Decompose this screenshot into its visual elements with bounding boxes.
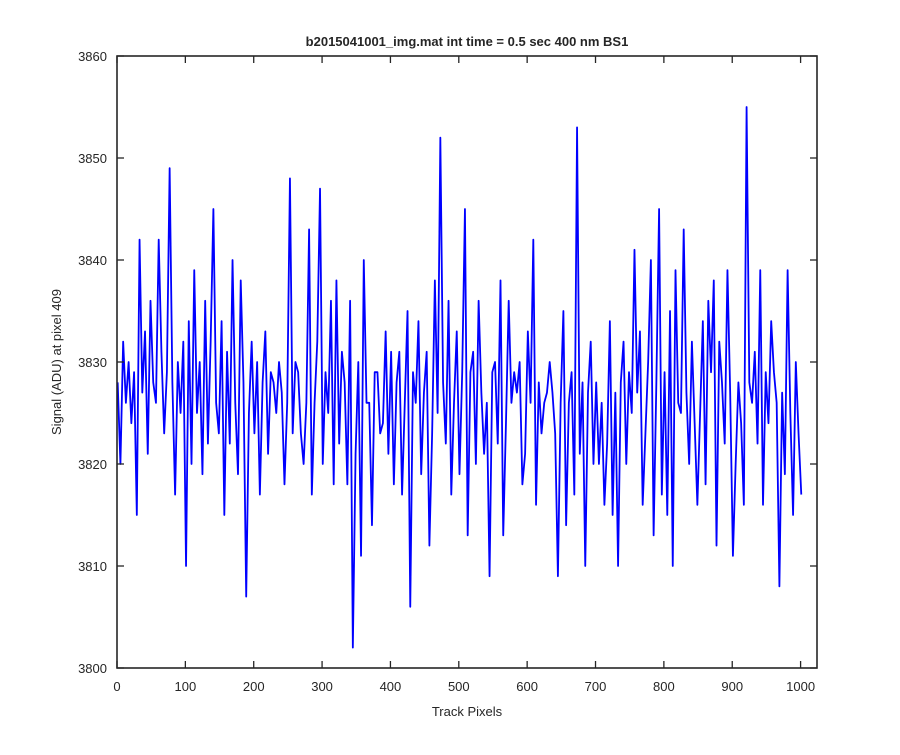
x-axis-label: Track Pixels xyxy=(432,704,503,719)
x-tick-label: 300 xyxy=(311,679,333,694)
y-tick-label: 3850 xyxy=(78,151,107,166)
x-tick-label: 200 xyxy=(243,679,265,694)
x-tick-label: 100 xyxy=(175,679,197,694)
x-tick-label: 600 xyxy=(516,679,538,694)
x-tick-label: 400 xyxy=(380,679,402,694)
y-tick-label: 3840 xyxy=(78,253,107,268)
x-tick-label: 900 xyxy=(721,679,743,694)
x-tick-label: 0 xyxy=(113,679,120,694)
x-tick-label: 1000 xyxy=(786,679,815,694)
y-axis-label: Signal (ADU) at pixel 409 xyxy=(49,289,64,435)
x-tick-label: 500 xyxy=(448,679,470,694)
signal-series-line xyxy=(116,106,803,649)
y-tick-label: 3810 xyxy=(78,559,107,574)
x-tick-label: 800 xyxy=(653,679,675,694)
x-tick-label: 700 xyxy=(585,679,607,694)
axes-box xyxy=(116,55,818,669)
y-tick-label: 3820 xyxy=(78,457,107,472)
y-tick-label: 3800 xyxy=(78,661,107,676)
chart-title: b2015041001_img.mat int time = 0.5 sec 4… xyxy=(306,34,629,49)
tick-layer: 0 100 200 300 400 500 600 700 800 900 1000 3800 3810… xyxy=(78,49,817,694)
y-tick-label: 3860 xyxy=(78,49,107,64)
series-layer xyxy=(116,106,803,649)
y-tick-label: 3830 xyxy=(78,355,107,370)
